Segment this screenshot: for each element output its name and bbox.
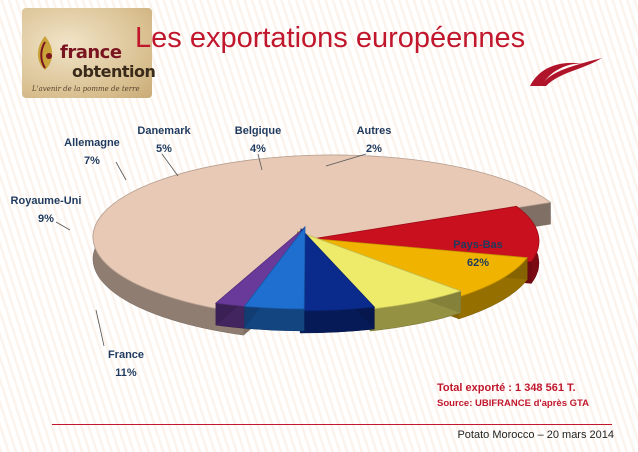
- potato-leaf-logo-icon: [37, 36, 53, 70]
- source-note: Source: UBIFRANCE d'après GTA: [437, 398, 589, 409]
- pie-labels: Pays-Bas 62% Autres 2% Belgique 4% Danemark 5% A…: [11, 125, 503, 379]
- label-pays-bas-name: Pays-Bas: [453, 239, 503, 251]
- pie-slices: [92, 154, 552, 336]
- label-danemark-value: 5%: [156, 143, 172, 155]
- label-autres-value: 2%: [366, 143, 382, 155]
- pie-slice-belgique: [243, 225, 306, 332]
- leader-line: [325, 153, 367, 167]
- leader-line: [257, 153, 263, 171]
- brand-swoosh-icon: [530, 58, 602, 86]
- label-allemagne-value: 7%: [84, 155, 100, 167]
- label-belgique-value: 4%: [250, 143, 266, 155]
- label-belgique-name: Belgique: [235, 125, 281, 137]
- footer-divider: [52, 424, 612, 425]
- label-pays-bas-value: 62%: [467, 257, 489, 269]
- leader-line: [95, 309, 105, 347]
- label-france-value: 11%: [115, 367, 137, 379]
- leader-line: [115, 161, 127, 181]
- label-danemark-name: Danemark: [137, 125, 191, 137]
- slide-title: Les exportations européennes: [135, 22, 526, 54]
- logo-brand-line2: obtention: [72, 62, 156, 81]
- label-autres-name: Autres: [357, 125, 392, 137]
- label-royaume-uni-value: 9%: [38, 213, 54, 225]
- pie-chart: Pays-Bas 62% Autres 2% Belgique 4% Danemark 5% A…: [11, 125, 552, 379]
- logo-tagline: L'avenir de la pomme de terre: [32, 85, 140, 93]
- leader-line: [161, 153, 179, 177]
- label-allemagne-name: Allemagne: [64, 137, 120, 149]
- france-obtention-logo: france obtention L'avenir de la pomme de…: [22, 8, 156, 98]
- footer-text: Potato Morocco – 20 mars 2014: [457, 429, 614, 441]
- leader-line: [55, 221, 71, 231]
- label-france-name: France: [108, 349, 144, 361]
- total-exported-note: Total exporté : 1 348 561 T.: [437, 382, 576, 394]
- label-royaume-uni-name: Royaume-Uni: [11, 195, 82, 207]
- logo-brand-line1: france: [60, 42, 122, 63]
